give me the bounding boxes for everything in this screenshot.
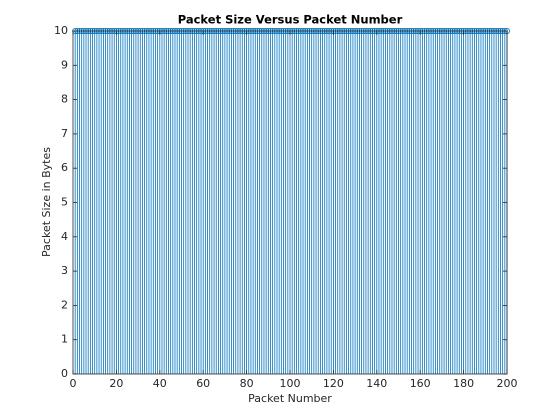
- y-tick-label: 9: [61, 58, 68, 71]
- x-tick-label: 40: [153, 377, 167, 390]
- y-tick-label: 8: [61, 93, 68, 106]
- x-axis-label: Packet Number: [248, 392, 332, 405]
- chart-title: Packet Size Versus Packet Number: [178, 13, 403, 27]
- y-tick-label: 7: [61, 127, 68, 140]
- x-tick-label: 200: [497, 377, 518, 390]
- y-tick-label: 10: [54, 24, 68, 37]
- x-tick-label: 180: [453, 377, 474, 390]
- x-tick-label: 60: [196, 377, 210, 390]
- y-tick-label: 3: [61, 264, 68, 277]
- x-tick-label: 160: [410, 377, 431, 390]
- y-tick-label: 0: [61, 367, 68, 380]
- x-tick-label: 140: [366, 377, 387, 390]
- x-tick-label: 80: [240, 377, 254, 390]
- x-tick-label: 20: [109, 377, 123, 390]
- y-tick-label: 1: [61, 333, 68, 346]
- y-tick-label: 4: [61, 230, 68, 243]
- x-tick-label: 100: [280, 377, 301, 390]
- x-tick-label: 0: [70, 377, 77, 390]
- y-tick-label: 2: [61, 298, 68, 311]
- y-axis-label: Packet Size in Bytes: [40, 147, 53, 257]
- y-tick-label: 6: [61, 161, 68, 174]
- y-tick-label: 5: [61, 196, 68, 209]
- x-tick-label: 120: [323, 377, 344, 390]
